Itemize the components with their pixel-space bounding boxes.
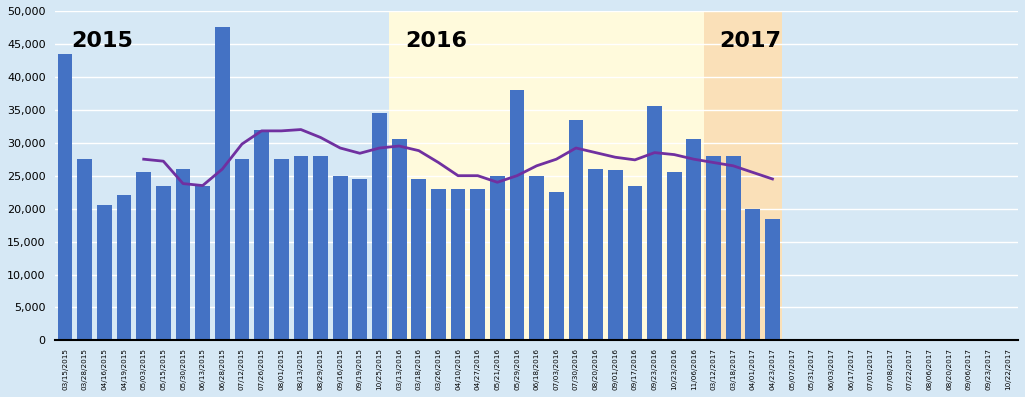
Text: 2017: 2017 [720,31,781,51]
Bar [726,156,740,340]
Bar [608,170,622,340]
Bar [647,106,662,340]
Bar [235,159,249,340]
Bar [372,113,386,340]
Bar [55,11,390,340]
Bar [117,195,131,340]
Bar [411,179,426,340]
Bar [78,159,92,340]
Bar [588,169,603,340]
Bar [156,185,171,340]
Bar [314,156,328,340]
Bar [490,176,504,340]
Bar [451,189,465,340]
Text: 2016: 2016 [405,31,467,51]
Bar [333,176,347,340]
Bar [782,11,1018,340]
Bar [254,129,269,340]
Bar [196,185,210,340]
Bar [293,156,309,340]
Bar [509,90,525,340]
Bar [627,185,643,340]
Bar [529,176,544,340]
Bar [353,179,367,340]
Bar [175,169,191,340]
Bar [390,11,704,340]
Bar [569,119,583,340]
Bar [745,209,761,340]
Bar [136,172,151,340]
Bar [687,139,701,340]
Bar [765,218,780,340]
Bar [392,139,407,340]
Bar [274,159,289,340]
Bar [706,156,721,340]
Bar [57,54,73,340]
Bar [432,189,446,340]
Bar [549,192,564,340]
Bar [215,27,230,340]
Bar [97,205,112,340]
Bar [704,11,782,340]
Text: 2015: 2015 [71,31,133,51]
Bar [667,172,682,340]
Bar [470,189,485,340]
